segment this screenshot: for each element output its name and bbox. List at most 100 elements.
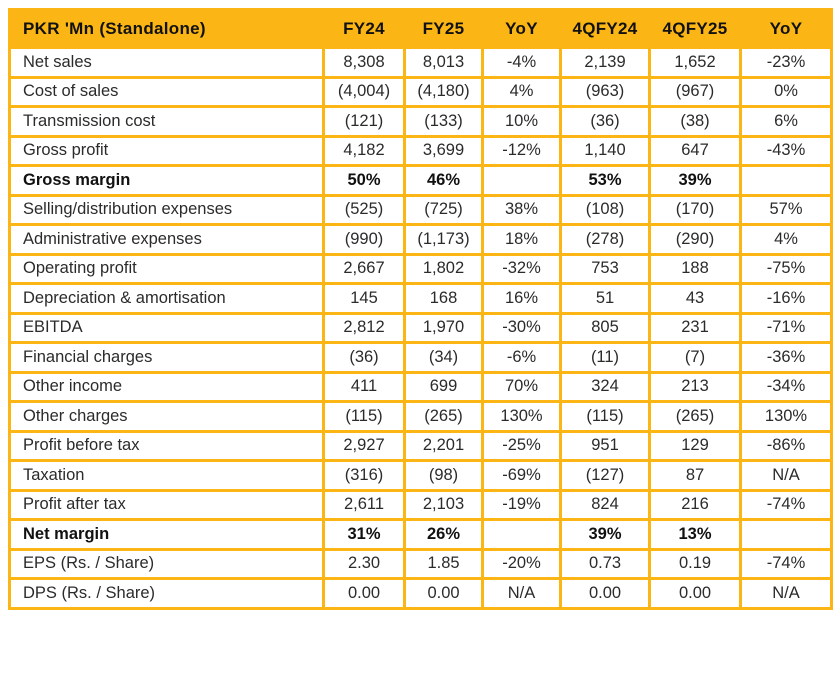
value-cell: 4% [739, 223, 833, 256]
value-cell: (316) [322, 459, 406, 492]
value-cell: -74% [739, 547, 833, 580]
value-cell: 2,812 [322, 311, 406, 344]
value-cell: (108) [559, 193, 651, 226]
table-row: Profit before tax 2,927 2,201 -25% 951 129 -86… [8, 429, 833, 462]
value-cell: -34% [739, 370, 833, 403]
value-cell: 4% [481, 75, 562, 108]
value-cell: 1.85 [403, 547, 484, 580]
value-cell: -43% [739, 134, 833, 167]
value-cell: -32% [481, 252, 562, 285]
value-cell: 43 [648, 282, 742, 315]
value-cell: -6% [481, 341, 562, 374]
table-body: Net sales 8,308 8,013 -4% 2,139 1,652 -23% Cost… [8, 46, 833, 610]
value-cell: 38% [481, 193, 562, 226]
row-label: Gross profit [8, 134, 325, 167]
value-cell: 130% [481, 400, 562, 433]
value-cell: 10% [481, 105, 562, 138]
value-cell: 13% [648, 518, 742, 551]
value-cell: 1,802 [403, 252, 484, 285]
value-cell: -20% [481, 547, 562, 580]
value-cell: 8,308 [322, 46, 406, 79]
row-label: Net sales [8, 46, 325, 79]
table-row: Operating profit 2,667 1,802 -32% 753 188 -75% [8, 252, 833, 285]
table-row: Profit after tax 2,611 2,103 -19% 824 216 -74% [8, 488, 833, 521]
table-row: Net sales 8,308 8,013 -4% 2,139 1,652 -23% [8, 46, 833, 79]
value-cell: (170) [648, 193, 742, 226]
value-cell: 0.00 [403, 577, 484, 610]
row-label: Cost of sales [8, 75, 325, 108]
value-cell: 39% [648, 164, 742, 197]
value-cell: 213 [648, 370, 742, 403]
value-cell: 18% [481, 223, 562, 256]
value-cell: 231 [648, 311, 742, 344]
value-cell: (1,173) [403, 223, 484, 256]
row-label: Financial charges [8, 341, 325, 374]
row-label: DPS (Rs. / Share) [8, 577, 325, 610]
column-header: YoY [481, 8, 562, 49]
value-cell: 0.00 [322, 577, 406, 610]
value-cell: 411 [322, 370, 406, 403]
value-cell: -19% [481, 488, 562, 521]
value-cell: 0.00 [648, 577, 742, 610]
value-cell: (990) [322, 223, 406, 256]
row-label: Gross margin [8, 164, 325, 197]
value-cell: N/A [739, 577, 833, 610]
value-cell: 129 [648, 429, 742, 462]
value-cell [481, 164, 562, 197]
value-cell: 647 [648, 134, 742, 167]
value-cell: 2,139 [559, 46, 651, 79]
value-cell: -4% [481, 46, 562, 79]
value-cell: 2,611 [322, 488, 406, 521]
row-label: Depreciation & amortisation [8, 282, 325, 315]
value-cell: 53% [559, 164, 651, 197]
value-cell: (115) [322, 400, 406, 433]
value-cell: 50% [322, 164, 406, 197]
value-cell: N/A [739, 459, 833, 492]
value-cell: 3,699 [403, 134, 484, 167]
value-cell: 2,667 [322, 252, 406, 285]
table-row: Gross margin 50% 46% 53% 39% [8, 164, 833, 197]
value-cell: 188 [648, 252, 742, 285]
row-label: Transmission cost [8, 105, 325, 138]
value-cell: (265) [403, 400, 484, 433]
value-cell: -75% [739, 252, 833, 285]
table-row: Administrative expenses (990) (1,173) 18% (2… [8, 223, 833, 256]
value-cell: (34) [403, 341, 484, 374]
table-row: Gross profit 4,182 3,699 -12% 1,140 647 -43% [8, 134, 833, 167]
value-cell: 951 [559, 429, 651, 462]
value-cell: 1,652 [648, 46, 742, 79]
table-header: PKR 'Mn (Standalone) FY24 FY25 YoY 4QFY24 4QF… [8, 8, 833, 49]
value-cell [739, 164, 833, 197]
value-cell: 87 [648, 459, 742, 492]
value-cell: 39% [559, 518, 651, 551]
value-cell: (278) [559, 223, 651, 256]
value-cell: (36) [322, 341, 406, 374]
row-label: Net margin [8, 518, 325, 551]
value-cell: 46% [403, 164, 484, 197]
value-cell: 2,927 [322, 429, 406, 462]
column-header-label: PKR 'Mn (Standalone) [8, 8, 325, 49]
value-cell: 8,013 [403, 46, 484, 79]
table-row: DPS (Rs. / Share) 0.00 0.00 N/A 0.00 0.00 N/A [8, 577, 833, 610]
value-cell: 168 [403, 282, 484, 315]
value-cell: (127) [559, 459, 651, 492]
value-cell: 805 [559, 311, 651, 344]
value-cell: 1,970 [403, 311, 484, 344]
value-cell: (121) [322, 105, 406, 138]
row-label: Administrative expenses [8, 223, 325, 256]
value-cell: 31% [322, 518, 406, 551]
row-label: Profit after tax [8, 488, 325, 521]
value-cell: -74% [739, 488, 833, 521]
value-cell: 6% [739, 105, 833, 138]
table-row: EBITDA 2,812 1,970 -30% 805 231 -71% [8, 311, 833, 344]
value-cell: 16% [481, 282, 562, 315]
column-header: FY25 [403, 8, 484, 49]
value-cell: (36) [559, 105, 651, 138]
value-cell: (967) [648, 75, 742, 108]
value-cell: -86% [739, 429, 833, 462]
value-cell: -30% [481, 311, 562, 344]
table-row: Taxation (316) (98) -69% (127) 87 N/A [8, 459, 833, 492]
value-cell: -71% [739, 311, 833, 344]
value-cell: (265) [648, 400, 742, 433]
